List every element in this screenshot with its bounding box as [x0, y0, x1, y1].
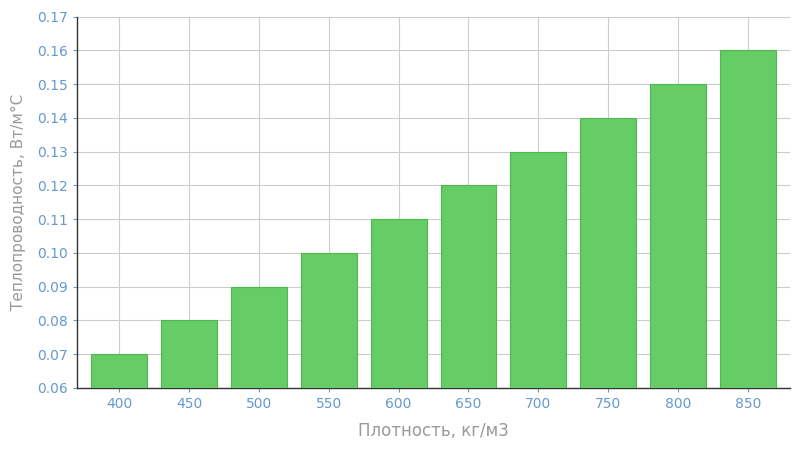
Y-axis label: Теплопроводность, Вт/м°С: Теплопроводность, Вт/м°С	[11, 94, 26, 310]
X-axis label: Плотность, кг/м3: Плотность, кг/м3	[358, 422, 509, 440]
Bar	[720, 51, 776, 451]
Bar	[161, 320, 217, 451]
Bar	[650, 84, 706, 451]
Bar	[580, 118, 636, 451]
Bar	[300, 253, 356, 451]
Bar	[371, 219, 426, 451]
Bar	[510, 152, 566, 451]
Bar	[441, 185, 497, 451]
Bar	[231, 286, 287, 451]
Bar	[91, 354, 147, 451]
